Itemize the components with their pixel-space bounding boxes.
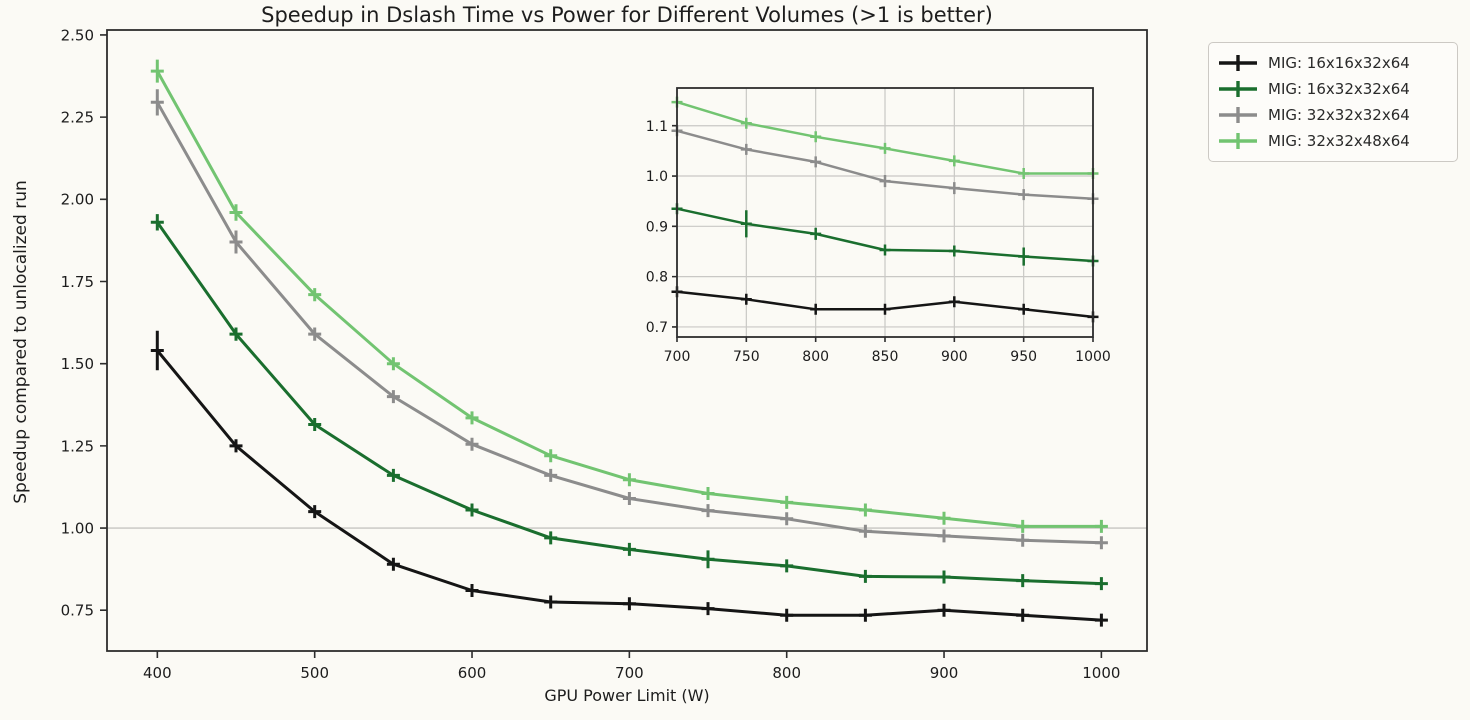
legend-item-3: MIG: 32x32x48x64 — [1217, 128, 1447, 154]
inset-x-tick-label: 900 — [941, 349, 968, 365]
legend-marker-line — [1219, 81, 1257, 97]
legend: MIG: 16x16x32x64 MIG: 16x32x32x64 MIG: 32x… — [1208, 42, 1458, 162]
chart-title: Speedup in Dslash Time vs Power for Diff… — [261, 3, 993, 27]
legend-item-label: MIG: 32x32x48x64 — [1268, 132, 1410, 150]
inset-x-tick-label: 1000 — [1075, 349, 1111, 365]
inset-y-tick-label: 0.9 — [646, 219, 668, 235]
legend-marker-icon — [1219, 81, 1257, 97]
legend-marker-icon — [1219, 133, 1257, 149]
legend-marker-line — [1219, 107, 1257, 123]
main-x-tick-label: 1000 — [1082, 664, 1120, 682]
main-series-markers-0 — [150, 330, 1108, 627]
inset-y-tick-label: 0.8 — [646, 270, 668, 286]
main-y-tick-label: 2.00 — [61, 191, 94, 209]
legend-item-2: MIG: 32x32x32x64 — [1217, 102, 1447, 128]
legend-item-label: MIG: 16x32x32x64 — [1268, 80, 1410, 98]
main-y-tick-label: 2.50 — [61, 26, 94, 44]
main-x-tick-label: 700 — [615, 664, 644, 682]
main-x-tick-label: 400 — [143, 664, 172, 682]
inset-x-tick-label: 950 — [1010, 349, 1037, 365]
main-tick-marks — [100, 34, 1103, 658]
inset-x-tick-label: 850 — [872, 349, 899, 365]
main-series-markers-3 — [150, 59, 1108, 533]
main-x-tick-label: 800 — [772, 664, 801, 682]
main-series-markers-1 — [150, 214, 1108, 591]
inset-y-tick-label: 0.7 — [646, 320, 668, 336]
main-y-tick-label: 1.00 — [61, 519, 94, 537]
x-axis-label: GPU Power Limit (W) — [544, 686, 710, 705]
inset-y-tick-label: 1.0 — [646, 169, 668, 185]
legend-marker-icon — [1219, 55, 1257, 71]
main-y-tick-label: 1.25 — [61, 437, 94, 455]
inset-x-tick-label: 750 — [733, 349, 760, 365]
inset-x-tick-label: 800 — [802, 349, 829, 365]
main-y-tick-label: 0.75 — [61, 602, 94, 620]
main-x-tick-label: 900 — [930, 664, 959, 682]
main-y-tick-label: 2.25 — [61, 109, 94, 127]
main-y-tick-label: 1.50 — [61, 355, 94, 373]
legend-marker-line — [1219, 55, 1257, 71]
main-series-markers-2 — [150, 89, 1108, 550]
legend-marker-icon — [1219, 107, 1257, 123]
legend-item-label: MIG: 32x32x32x64 — [1268, 106, 1410, 124]
main-x-tick-label: 500 — [300, 664, 329, 682]
legend-item-1: MIG: 16x32x32x64 — [1217, 76, 1447, 102]
legend-item-0: MIG: 16x16x32x64 — [1217, 50, 1447, 76]
legend-marker-line — [1219, 133, 1257, 149]
y-axis-label: Speedup compared to unlocalized run — [11, 180, 31, 504]
inset-tick-marks — [672, 124, 1094, 342]
legend-item-label: MIG: 16x16x32x64 — [1268, 54, 1410, 72]
main-x-tick-label: 600 — [458, 664, 487, 682]
main-y-tick-label: 1.75 — [61, 273, 94, 291]
main-axes-frame — [106, 29, 1148, 652]
inset-x-tick-label: 700 — [664, 349, 691, 365]
inset-y-tick-label: 1.1 — [646, 119, 668, 135]
